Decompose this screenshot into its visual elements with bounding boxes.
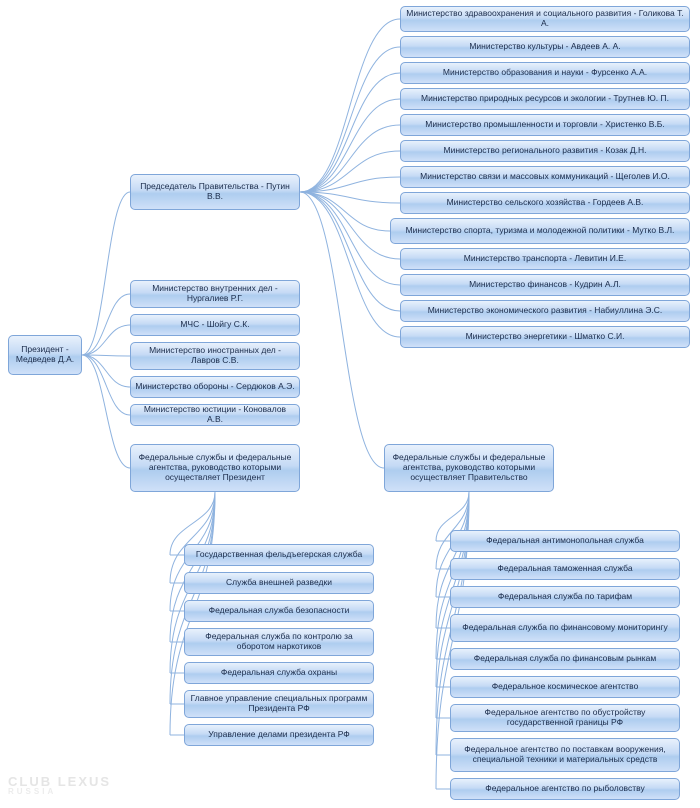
node-services-group-president: Федеральные службы и федеральные агентст… bbox=[130, 444, 300, 492]
node-ministry-pm-9: Министерство транспорта - Левитин И.Е. bbox=[400, 248, 690, 270]
node-services-group-government: Федеральные службы и федеральные агентст… bbox=[384, 444, 554, 492]
node-service-pres-6: Управление делами президента РФ bbox=[184, 724, 374, 746]
node-ministry-pm-3: Министерство природных ресурсов и эколог… bbox=[400, 88, 690, 110]
node-service-gov-8: Федеральное агентство по рыболовству bbox=[450, 778, 680, 800]
node-ministry-pres-3: Министерство обороны - Сердюков А.Э. bbox=[130, 376, 300, 398]
node-ministry-pm-4: Министерство промышленности и торговли -… bbox=[400, 114, 690, 136]
node-prime-minister: Председатель Правительства - Путин В.В. bbox=[130, 174, 300, 210]
node-ministry-pres-4: Министерство юстиции - Коновалов А.В. bbox=[130, 404, 300, 426]
node-service-pres-4: Федеральная служба охраны bbox=[184, 662, 374, 684]
node-service-pres-3: Федеральная служба по контролю за оборот… bbox=[184, 628, 374, 656]
node-president: Президент - Медведев Д.А. bbox=[8, 335, 82, 375]
node-service-gov-2: Федеральная служба по тарифам bbox=[450, 586, 680, 608]
node-service-gov-7: Федеральное агентство по поставкам воору… bbox=[450, 738, 680, 772]
node-ministry-pm-2: Министерство образования и науки - Фурсе… bbox=[400, 62, 690, 84]
node-ministry-pres-0: Министерство внутренних дел - Нургалиев … bbox=[130, 280, 300, 308]
node-service-gov-4: Федеральная служба по финансовым рынкам bbox=[450, 648, 680, 670]
node-service-gov-0: Федеральная антимонопольная служба bbox=[450, 530, 680, 552]
node-ministry-pm-5: Министерство регионального развития - Ко… bbox=[400, 140, 690, 162]
node-ministry-pm-10: Министерство финансов - Кудрин А.Л. bbox=[400, 274, 690, 296]
node-service-pres-1: Служба внешней разведки bbox=[184, 572, 374, 594]
watermark-line2: RUSSIA bbox=[8, 788, 111, 796]
node-service-pres-0: Государственная фельдъегерская служба bbox=[184, 544, 374, 566]
node-ministry-pm-1: Министерство культуры - Авдеев А. А. bbox=[400, 36, 690, 58]
node-ministry-pm-0: Министерство здравоохранения и социально… bbox=[400, 6, 690, 32]
node-service-gov-1: Федеральная таможенная служба bbox=[450, 558, 680, 580]
node-ministry-pm-11: Министерство экономического развития - Н… bbox=[400, 300, 690, 322]
node-ministry-pm-7: Министерство сельского хозяйства - Горде… bbox=[400, 192, 690, 214]
node-service-gov-3: Федеральная служба по финансовому монито… bbox=[450, 614, 680, 642]
node-ministry-pm-8: Министерство спорта, туризма и молодежно… bbox=[390, 218, 690, 244]
node-service-pres-2: Федеральная служба безопасности bbox=[184, 600, 374, 622]
node-service-gov-5: Федеральное космическое агентство bbox=[450, 676, 680, 698]
node-ministry-pres-1: МЧС - Шойгу С.К. bbox=[130, 314, 300, 336]
node-ministry-pres-2: Министерство иностранных дел - Лавров С.… bbox=[130, 342, 300, 370]
node-ministry-pm-12: Министерство энергетики - Шматко С.И. bbox=[400, 326, 690, 348]
node-service-gov-6: Федеральное агентство по обустройству го… bbox=[450, 704, 680, 732]
node-service-pres-5: Главное управление специальных программ … bbox=[184, 690, 374, 718]
node-ministry-pm-6: Министерство связи и массовых коммуникац… bbox=[400, 166, 690, 188]
watermark: CLUB LEXUS RUSSIA bbox=[8, 775, 111, 796]
